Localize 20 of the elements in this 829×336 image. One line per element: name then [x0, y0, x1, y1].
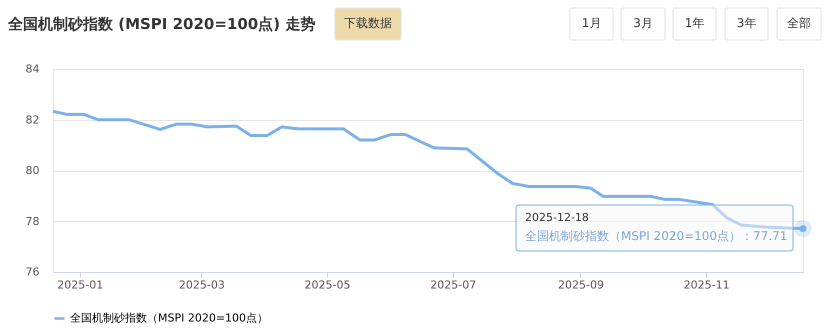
x-tick-label: 2025-11	[684, 278, 730, 292]
text: 1年	[684, 16, 704, 30]
x-tick-label: 2025-07	[430, 278, 476, 292]
y-tick-label: 82	[26, 113, 40, 126]
x-tick-label: 2025-01	[57, 278, 104, 292]
text: 3年	[736, 16, 756, 30]
annotation: 2025-12-18 全国机制砂指数（MSPI 2020=100点）：77.71	[525, 211, 788, 243]
x-tick-label: 2025-03	[178, 278, 225, 292]
y-tick-label: 76	[26, 266, 40, 278]
y-tick-label: 80	[26, 164, 40, 177]
text: 全部	[787, 16, 811, 30]
chart-title: 全国机制砂指数 (MSPI 2020=100点) 走势	[7, 15, 316, 33]
y-tick-label: 84	[26, 62, 40, 76]
x-tick-label: 2025-05	[304, 278, 351, 292]
text: 1月	[582, 16, 602, 30]
text: 3月	[633, 16, 653, 30]
legend-label: 全国机制砂指数（MSPI 2020=100点）	[70, 312, 268, 324]
x-tick-label: 2025-09	[558, 278, 604, 292]
y-tick-label: 78	[26, 214, 40, 228]
text: 下载数据	[344, 16, 392, 30]
